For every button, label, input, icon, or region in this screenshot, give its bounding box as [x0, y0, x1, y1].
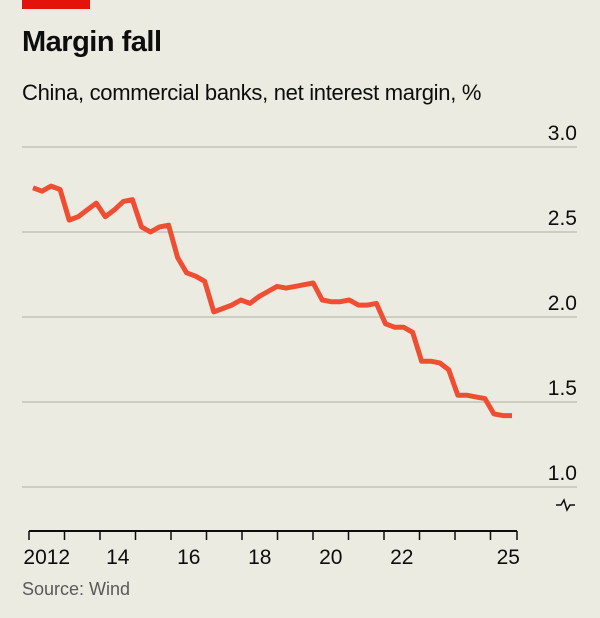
nim-series-line — [32, 183, 512, 419]
x-tick-label: 16 — [177, 546, 200, 569]
x-tick-label: 2012 — [23, 546, 70, 569]
chart-title: Margin fall — [22, 26, 162, 58]
y-tick-label: 2.0 — [548, 292, 577, 315]
x-tick-label: 18 — [248, 546, 271, 569]
x-tick-label: 14 — [106, 546, 130, 569]
x-tick-label: 20 — [319, 546, 342, 569]
y-tick-label: 3.0 — [548, 122, 577, 145]
brand-red-bar — [22, 0, 90, 9]
x-tick-label: 22 — [390, 546, 413, 569]
axis-break-icon — [556, 498, 575, 512]
source-note: Source: Wind — [22, 579, 131, 599]
x-tick-label: 25 — [497, 546, 520, 569]
chart-subtitle: China, commercial banks, net interest ma… — [22, 80, 482, 105]
y-tick-label: 1.0 — [548, 462, 577, 485]
y-tick-label: 1.5 — [548, 377, 577, 400]
y-tick-label: 2.5 — [548, 207, 577, 230]
